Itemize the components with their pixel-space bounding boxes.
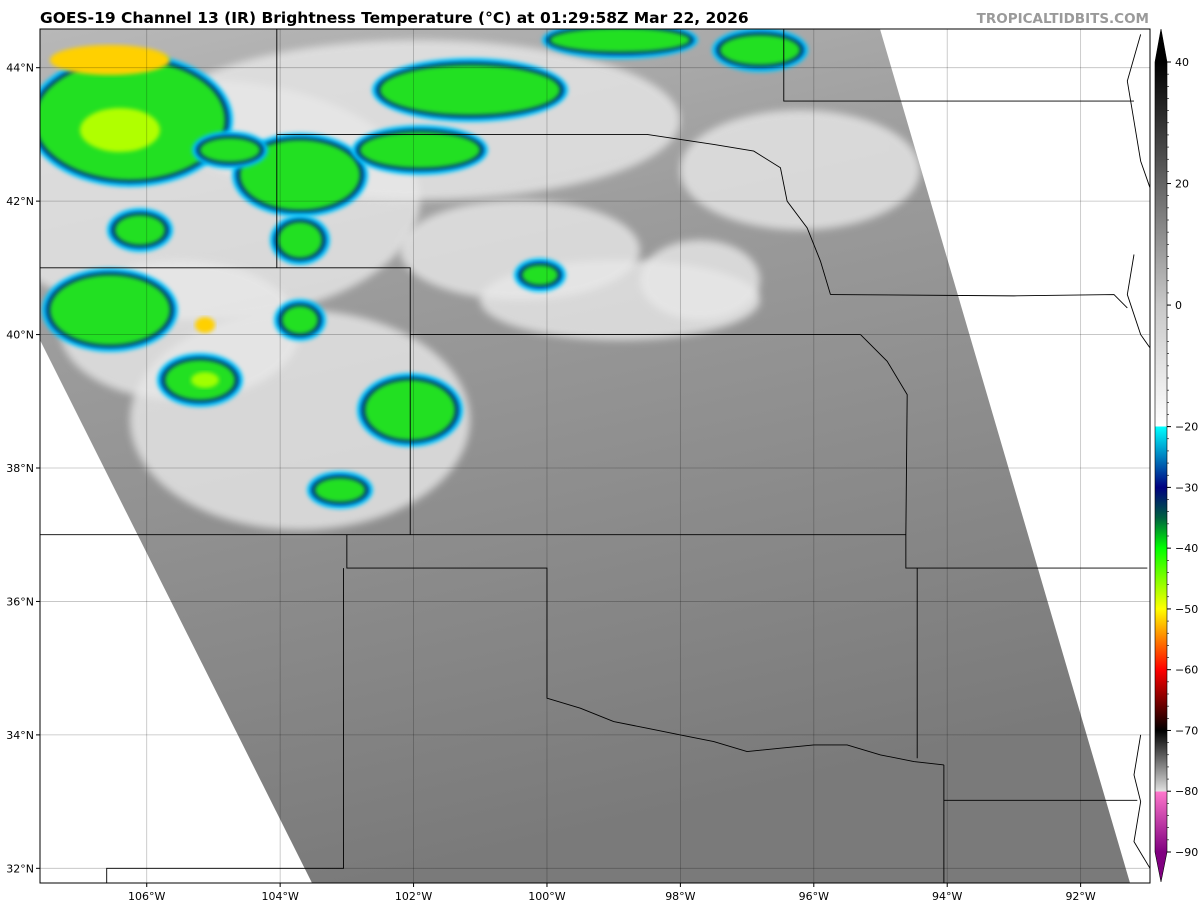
colorbar-min-extend	[1155, 852, 1167, 882]
colorbar-tick-label: −40	[1175, 542, 1198, 555]
border-line	[1126, 34, 1150, 188]
border-line	[346, 534, 944, 766]
border-line	[276, 133, 831, 295]
lat-tick-label: 44°N	[6, 62, 34, 75]
lon-tick-label: 92°W	[1065, 890, 1095, 903]
lon-tick-label: 98°W	[665, 890, 695, 903]
lon-tick-label: 102°W	[395, 890, 432, 903]
colorbar-tick-label: −20	[1175, 421, 1198, 434]
lon-tick-label: 94°W	[932, 890, 962, 903]
colorbar: 40 20 0 −20 −30 −40 −50 −60 −70 −80 −90	[1154, 28, 1198, 883]
lon-tick-label: 106°W	[128, 890, 165, 903]
state-borders	[40, 29, 1150, 883]
border-line	[106, 568, 344, 883]
lat-tick-label: 42°N	[6, 195, 34, 208]
border-line	[830, 294, 1128, 309]
map-title: GOES-19 Channel 13 (IR) Brightness Tempe…	[40, 9, 749, 27]
lon-tick-label: 96°W	[799, 890, 829, 903]
lat-tick-label: 36°N	[6, 595, 34, 608]
lat-tick-label: 32°N	[6, 862, 34, 875]
lat-tick-label: 38°N	[6, 462, 34, 475]
border-line	[860, 334, 1148, 569]
colorbar-tick-label: −70	[1175, 724, 1198, 737]
colorbar-tick-label: −80	[1175, 785, 1198, 798]
colorbar-tick-label: 20	[1175, 178, 1189, 191]
lon-tick-label: 104°W	[261, 890, 298, 903]
lat-tick-label: 40°N	[6, 329, 34, 342]
colorbar-tick-label: −60	[1175, 664, 1198, 677]
colorbar-tick-label: −30	[1175, 481, 1198, 494]
border-line	[40, 267, 411, 535]
lat-tick-label: 34°N	[6, 729, 34, 742]
colorbar-tick-label: −90	[1175, 846, 1198, 859]
colorbar-tick-label: 40	[1175, 56, 1189, 69]
plot-frame	[39, 28, 1151, 884]
colorbar-tick-label: 0	[1175, 299, 1182, 312]
colorbar-max-extend	[1155, 29, 1167, 62]
lon-tick-label: 100°W	[528, 890, 565, 903]
border-line	[1133, 734, 1150, 869]
border-line	[783, 29, 1134, 102]
lat-lon-grid	[40, 29, 1150, 883]
border-line	[1126, 254, 1150, 349]
credit-label: TROPICALTIDBITS.COM	[976, 11, 1149, 27]
colorbar-tick-label: −50	[1175, 603, 1198, 616]
colorbar-gradient	[1155, 62, 1167, 852]
